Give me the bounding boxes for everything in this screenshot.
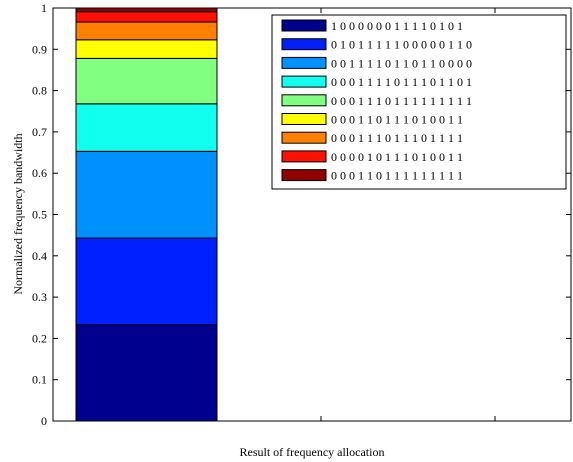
legend-label: 1 0 0 0 0 0 0 1 1 1 1 0 1 0 1 bbox=[331, 19, 463, 33]
bar-segment bbox=[75, 150, 218, 239]
bar-segment bbox=[75, 237, 218, 326]
y-tick-label: 0.1 bbox=[32, 373, 47, 387]
x-axis-label: Result of frequency allocation bbox=[240, 445, 385, 459]
y-tick-label: 0.9 bbox=[32, 42, 47, 56]
bar-segment bbox=[75, 57, 218, 105]
legend-label: 0 0 0 1 1 0 1 1 1 1 1 1 1 1 1 bbox=[331, 169, 463, 183]
y-tick-label: 0.3 bbox=[32, 290, 47, 304]
bar-segment bbox=[75, 39, 218, 59]
legend-label: 0 0 0 1 1 1 0 1 1 1 1 1 1 1 1 1 bbox=[331, 94, 472, 108]
legend-swatch bbox=[281, 94, 327, 107]
legend-swatch bbox=[281, 19, 327, 32]
y-tick-label: 0.2 bbox=[32, 331, 47, 345]
y-tick-label: 0.7 bbox=[32, 125, 47, 139]
legend-swatch bbox=[281, 150, 327, 163]
y-axis: 0 0.1 0.2 0.3 0.4 0.5 0.6 0.7 0.8 0.9 1 bbox=[32, 1, 571, 428]
y-tick-label: 0.5 bbox=[32, 208, 47, 222]
legend-swatch bbox=[281, 113, 327, 125]
bar-segment bbox=[75, 324, 218, 422]
legend-label: 0 0 0 1 1 1 1 0 1 1 1 0 1 1 0 1 bbox=[331, 75, 472, 89]
stacked-bar bbox=[75, 7, 218, 422]
y-tick-label: 0.6 bbox=[32, 166, 47, 180]
legend-label: 0 1 0 1 1 1 1 1 0 0 0 0 0 1 1 0 bbox=[331, 38, 472, 52]
x-axis-ticks bbox=[320, 8, 496, 421]
legend: 1 0 0 0 0 0 0 1 1 1 1 0 1 0 1 0 1 0 1 1 1… bbox=[271, 14, 567, 190]
legend-swatch bbox=[281, 75, 327, 88]
legend-label: 0 0 0 1 1 1 0 1 1 1 0 1 1 1 1 bbox=[331, 131, 463, 145]
bar-segment bbox=[75, 103, 218, 152]
legend-label: 0 0 0 1 1 0 1 1 1 0 1 0 0 1 1 bbox=[331, 113, 463, 127]
y-tick-label: 0.4 bbox=[32, 249, 47, 263]
legend-swatch bbox=[281, 56, 327, 69]
legend-swatch bbox=[281, 38, 327, 51]
legend-swatch bbox=[281, 131, 327, 144]
legend-label: 0 0 1 1 1 1 0 1 1 0 1 1 0 0 0 0 bbox=[331, 56, 472, 70]
legend-swatch bbox=[281, 169, 327, 182]
legend-label: 0 0 0 0 1 0 1 1 1 0 1 0 0 1 1 bbox=[331, 150, 463, 164]
bar-segment bbox=[75, 21, 218, 41]
y-tick-label: 1 bbox=[41, 1, 47, 15]
y-tick-label: 0 bbox=[41, 414, 47, 428]
y-axis-label: Normalized frequency bandwidth bbox=[11, 133, 25, 294]
bar-segment bbox=[75, 7, 218, 13]
bar-segment bbox=[75, 11, 218, 23]
y-tick-label: 0.8 bbox=[32, 84, 47, 98]
